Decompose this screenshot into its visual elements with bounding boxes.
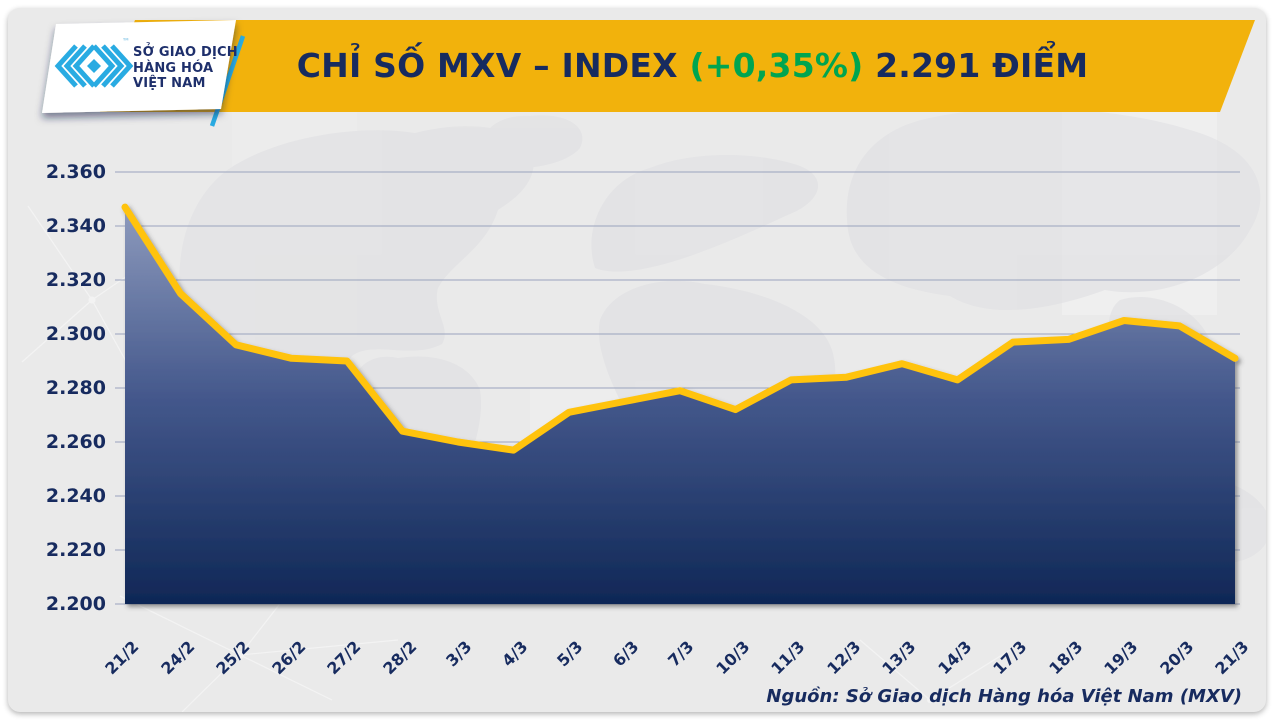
y-tick-label: 2.240	[45, 485, 106, 507]
background-panel	[8, 8, 1266, 712]
y-tick-label: 2.260	[45, 431, 106, 453]
title-index-value: 2.291 ĐIỂM	[875, 46, 1089, 85]
y-tick-label: 2.320	[45, 269, 106, 291]
y-tick-label: 2.200	[45, 593, 106, 615]
logo-line-3: VIỆT NAM	[133, 76, 206, 91]
title-change-percent: (+0,35%)	[689, 46, 864, 85]
world-map-watermark	[21, 30, 1266, 712]
source-note: Nguồn: Sở Giao dịch Hàng hóa Việt Nam (M…	[766, 686, 1242, 707]
title-prefix: CHỈ SỐ MXV – INDEX	[296, 46, 678, 85]
logo-line-1: SỞ GIAO DỊCH	[133, 45, 238, 60]
y-tick-label: 2.340	[45, 215, 106, 237]
y-tick-label: 2.360	[45, 161, 106, 183]
continents	[179, 108, 1266, 564]
chart-title: CHỈ SỐ MXV – INDEX (+0,35%) 2.291 ĐIỂM	[150, 20, 1235, 112]
y-tick-label: 2.220	[45, 539, 106, 561]
logo-text: SỞ GIAO DỊCH HÀNG HÓA VIỆT NAM	[133, 45, 238, 92]
y-tick-label: 2.280	[45, 377, 106, 399]
trademark-symbol: ™	[122, 37, 130, 46]
logo-line-2: HÀNG HÓA	[133, 60, 214, 76]
y-tick-label: 2.300	[45, 323, 106, 345]
